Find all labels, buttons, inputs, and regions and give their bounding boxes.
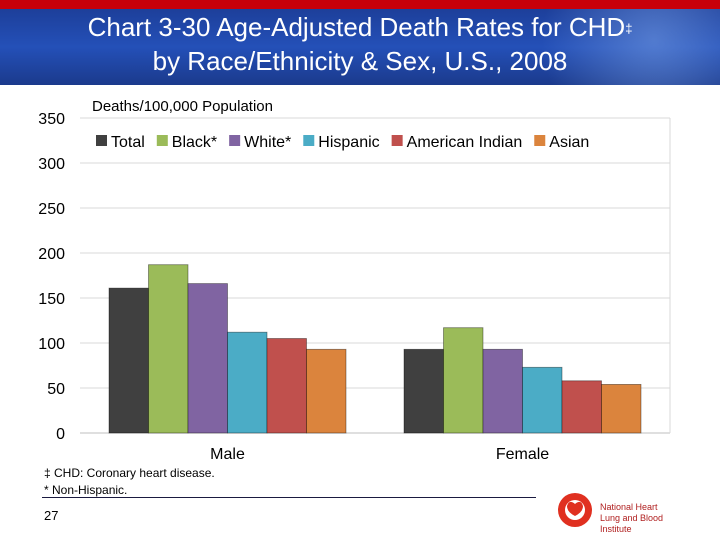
slide-title: Chart 3-30 Age-Adjusted Death Rates for …: [0, 10, 720, 78]
footer-divider: [42, 497, 536, 498]
bar-female-white: [482, 348, 523, 434]
legend-label: American Indian: [407, 134, 523, 151]
legend-swatch: [96, 135, 107, 146]
y-tick-label: 50: [47, 381, 65, 398]
bar-female-total: [403, 348, 444, 434]
y-tick-label: 300: [38, 156, 65, 173]
bar-male-hispanic: [227, 331, 268, 434]
y-tick-label: 150: [38, 291, 65, 308]
y-tick-label: 250: [38, 201, 65, 218]
y-tick-label: 100: [38, 336, 65, 353]
top-accent-bar: [0, 0, 720, 9]
bar-female-black: [443, 327, 484, 434]
legend-label: Total: [111, 134, 145, 151]
page-number: 27: [44, 508, 59, 523]
bar-male-white: [187, 283, 228, 434]
title-line-1: Chart 3-30 Age-Adjusted Death Rates for …: [87, 12, 626, 42]
heart-lungs-icon: [558, 493, 592, 527]
x-category-label: Male: [210, 446, 245, 463]
x-category-label: Female: [496, 446, 549, 463]
legend-swatch: [156, 135, 168, 146]
y-tick-label: 350: [38, 111, 65, 128]
legend-label: Black*: [172, 134, 217, 151]
bar-female-hispanic: [522, 366, 563, 434]
bar-male-asian: [306, 348, 347, 434]
legend-swatch: [303, 135, 315, 146]
title-footnote-mark: ‡: [625, 21, 633, 36]
legend-label: Hispanic: [318, 134, 379, 151]
bar-female-asian: [601, 383, 642, 434]
legend-swatch: [229, 135, 241, 146]
legend-label: White*: [244, 134, 291, 151]
bar-male-black: [148, 264, 189, 434]
legend-swatch: [391, 135, 403, 146]
nhlbi-logo: National Heart Lung and Blood Institute: [555, 490, 695, 534]
legend-label: Asian: [549, 134, 589, 151]
bar-female-american-indian: [561, 380, 602, 434]
y-tick-label: 0: [56, 426, 65, 443]
bar-male-total: [108, 287, 149, 434]
footnote-non-hispanic: * Non-Hispanic.: [44, 483, 128, 497]
bar-male-american-indian: [266, 338, 307, 434]
header-banner: [0, 9, 720, 85]
y-axis-label: Deaths/100,000 Population: [92, 98, 273, 115]
legend-swatch: [534, 135, 546, 146]
title-line-2: by Race/Ethnicity & Sex, U.S., 2008: [152, 46, 568, 76]
logo-text-line-2: Lung and Blood Institute: [600, 513, 664, 534]
logo-text-line-1: National Heart: [600, 502, 658, 512]
y-tick-label: 200: [38, 246, 65, 263]
hexagon-decoration: [500, 9, 720, 85]
footnote-chd: ‡ CHD: Coronary heart disease.: [44, 466, 215, 480]
